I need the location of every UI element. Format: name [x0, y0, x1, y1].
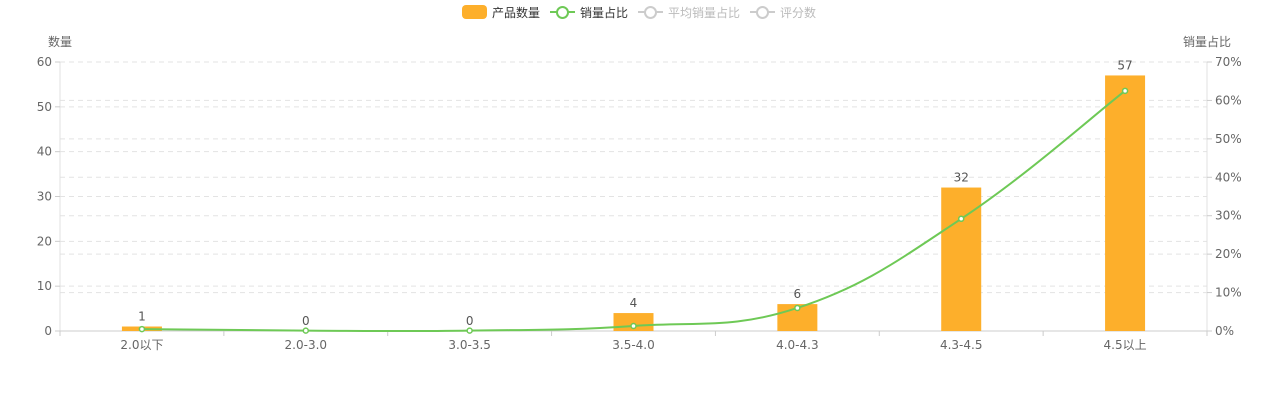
- y-axis-left-title: 数量: [48, 34, 72, 49]
- y-tick-right: 10%: [1215, 286, 1242, 300]
- y-tick-right: 60%: [1215, 93, 1242, 107]
- y-tick-left: 0: [44, 324, 52, 338]
- bar-data-label: 1: [138, 310, 146, 324]
- legend-label: 销量占比: [579, 5, 628, 20]
- bar-data-label: 32: [954, 171, 969, 185]
- legend-line-swatch: [549, 5, 575, 19]
- y-tick-left: 20: [37, 234, 52, 248]
- legend-item-0[interactable]: 产品数量: [461, 4, 540, 21]
- sales-share-point: [794, 304, 801, 312]
- x-tick-label: 2.0-3.0: [285, 338, 328, 352]
- y-tick-left: 60: [37, 55, 52, 69]
- y-tick-right: 0%: [1215, 324, 1234, 338]
- y-axis-right-title: 销量占比: [1183, 34, 1231, 49]
- legend-label: 平均销量占比: [668, 5, 741, 20]
- y-tick-left: 30: [37, 190, 52, 204]
- bar-data-label: 0: [302, 314, 310, 328]
- sales-share-point: [302, 327, 310, 334]
- legend-line-swatch: [638, 5, 663, 19]
- x-tick-label: 2.0以下: [120, 338, 163, 352]
- sales-share-point: [630, 322, 637, 330]
- legend-item-1[interactable]: 销量占比: [549, 4, 628, 21]
- y-tick-right: 40%: [1215, 170, 1242, 184]
- bar: [1105, 75, 1146, 331]
- y-tick-left: 40: [37, 145, 52, 159]
- x-tick-label: 4.3-4.5: [940, 338, 983, 352]
- legend-bar-swatch: [461, 5, 487, 19]
- y-tick-right: 30%: [1215, 209, 1242, 223]
- x-tick-label: 3.5-4.0: [612, 338, 655, 352]
- legend-item-2[interactable]: 平均销量占比: [638, 4, 740, 21]
- sales-share-point: [466, 327, 473, 334]
- y-tick-left: 10: [37, 279, 52, 293]
- y-tick-right: 70%: [1215, 55, 1242, 69]
- x-tick-label: 4.0-4.3: [776, 338, 819, 352]
- x-tick-label: 3.0-3.5: [448, 338, 491, 352]
- y-tick-right: 20%: [1215, 247, 1242, 261]
- legend-line-swatch: [750, 5, 776, 19]
- bar-data-label: 57: [1117, 58, 1132, 72]
- legend-label: 评分数: [780, 5, 817, 20]
- legend-item-3[interactable]: 评分数: [750, 4, 816, 21]
- bar-data-label: 4: [630, 296, 638, 310]
- legend-label: 产品数量: [491, 5, 540, 20]
- bar: [941, 187, 982, 331]
- x-tick-label: 4.5以上: [1104, 338, 1147, 352]
- sales-share-point: [1121, 87, 1129, 95]
- bar-data-label: 0: [466, 314, 474, 328]
- chart-legend: 产品数量 销量占比 平均销量占比 评分数: [0, 3, 1278, 21]
- sales-share-point: [138, 325, 146, 333]
- y-tick-left: 50: [37, 100, 52, 114]
- y-tick-right: 50%: [1215, 132, 1242, 146]
- bar-data-label: 6: [794, 287, 802, 301]
- sales-share-point: [957, 215, 965, 223]
